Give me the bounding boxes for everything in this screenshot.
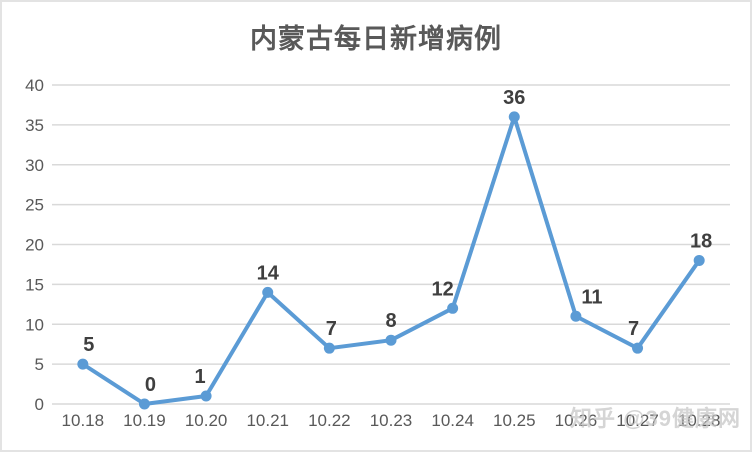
data-point-label: 8 <box>385 310 396 332</box>
data-point <box>262 286 274 298</box>
data-point <box>447 302 459 314</box>
data-point <box>77 358 89 370</box>
y-tick-label: 5 <box>35 355 44 374</box>
data-point <box>323 342 335 354</box>
x-tick-label: 10.20 <box>185 411 228 430</box>
x-tick-label: 10.26 <box>555 411 598 430</box>
data-point-label: 0 <box>145 374 156 396</box>
data-point <box>508 111 520 123</box>
x-tick-label: 10.23 <box>370 411 413 430</box>
data-point <box>693 254 705 266</box>
x-tick-label: 10.19 <box>123 411 166 430</box>
y-tick-label: 0 <box>35 395 44 414</box>
data-point-label: 12 <box>432 278 454 300</box>
data-point-label: 14 <box>257 262 280 284</box>
x-tick-label: 10.27 <box>616 411 659 430</box>
data-point-label: 7 <box>326 318 337 340</box>
data-point-label: 11 <box>581 286 602 308</box>
data-point-label: 5 <box>83 334 94 356</box>
y-tick-label: 15 <box>25 275 44 294</box>
x-tick-label: 10.25 <box>493 411 536 430</box>
y-tick-label: 35 <box>25 116 44 135</box>
x-tick-label: 10.24 <box>431 411 474 430</box>
y-tick-label: 10 <box>25 315 44 334</box>
data-point-label: 36 <box>503 87 525 109</box>
data-point <box>200 390 212 402</box>
data-line <box>80 114 702 406</box>
data-point <box>570 310 582 322</box>
y-tick-label: 40 <box>25 76 44 95</box>
y-tick-label: 25 <box>25 196 44 215</box>
data-point-label: 7 <box>628 318 639 340</box>
data-point <box>385 334 397 346</box>
y-tick-label: 30 <box>25 156 44 175</box>
x-tick-label: 10.21 <box>246 411 289 430</box>
x-tick-label: 10.28 <box>678 411 721 430</box>
data-point <box>632 342 644 354</box>
chart-title: 内蒙古每日新增病例 <box>250 24 502 54</box>
data-point <box>138 398 150 410</box>
x-tick-label: 10.22 <box>308 411 351 430</box>
data-point-label: 18 <box>690 230 712 252</box>
data-point-label: 1 <box>195 366 206 388</box>
x-tick-label: 10.18 <box>62 411 105 430</box>
y-tick-label: 20 <box>25 236 44 255</box>
